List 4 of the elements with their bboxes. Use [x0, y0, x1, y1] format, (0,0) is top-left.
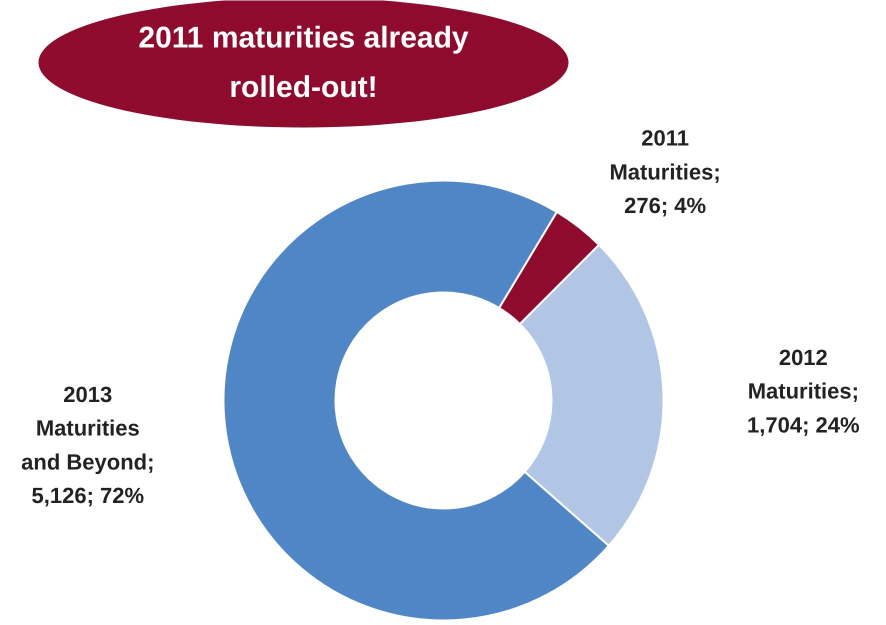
- slice-label: 2012 Maturities; 1,704; 24%: [747, 344, 860, 438]
- text: 2011 maturities already rolled-out!: [138, 21, 469, 104]
- slice-label: 2011 Maturities; 276; 4%: [609, 126, 721, 218]
- slice-label: 2013 Maturities and Beyond; 5,126; 72%: [21, 382, 154, 508]
